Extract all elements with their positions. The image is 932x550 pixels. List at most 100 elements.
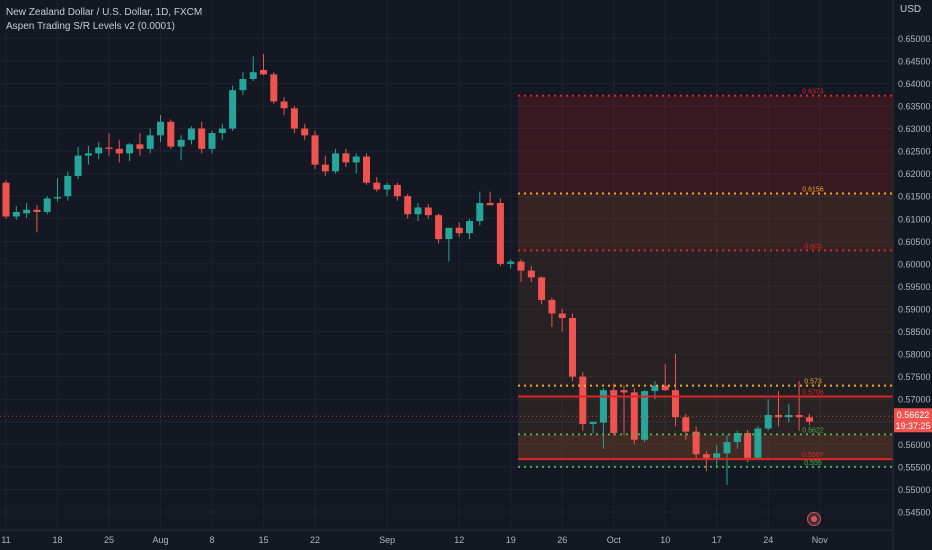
candle-body — [538, 277, 546, 300]
x-tick-label: 26 — [557, 535, 567, 545]
y-tick-label: 0.61000 — [898, 214, 931, 224]
candle-body — [455, 227, 463, 234]
candle-body — [424, 207, 432, 216]
candle-up — [146, 128, 154, 154]
sr-zone — [518, 459, 893, 467]
x-tick-label: 12 — [454, 535, 464, 545]
candle-up — [157, 115, 164, 143]
candle-body — [290, 108, 298, 129]
candle-body — [579, 376, 587, 424]
candle-body — [630, 392, 638, 440]
economic-event-icon[interactable] — [807, 512, 821, 526]
y-tick-label: 0.58500 — [898, 327, 931, 337]
candle-up — [187, 126, 195, 145]
candle-down — [321, 155, 329, 176]
candle-down — [311, 130, 319, 170]
candle-body — [445, 227, 453, 240]
candle-down — [548, 297, 556, 328]
candle-down — [702, 451, 710, 472]
time-axis[interactable]: 11 18 25 Aug 8 15 22 Sep 12 19 26 Oct 10 17 24 Nov — [1, 535, 828, 545]
candle-down — [270, 72, 278, 104]
candle-up — [43, 196, 51, 215]
candle-body — [713, 453, 721, 458]
candle-down — [280, 96, 288, 116]
candle-body — [795, 414, 803, 418]
candle-body — [321, 164, 329, 172]
candle-up — [589, 421, 597, 434]
candle-body — [260, 69, 267, 75]
candle-up — [218, 124, 226, 140]
candle-up — [23, 202, 31, 218]
y-tick-label: 0.60000 — [898, 259, 931, 269]
candle-down — [167, 119, 175, 149]
candle-body — [517, 261, 525, 271]
candle-body — [2, 182, 10, 217]
x-tick-label: 24 — [763, 535, 773, 545]
candle-down — [692, 426, 700, 461]
candle-up — [84, 145, 92, 165]
candle-up — [239, 72, 247, 95]
y-tick-label: 0.62500 — [898, 147, 931, 157]
candle-down — [538, 276, 546, 305]
sr-levels: 0.6373 0.6156 0.603 0.573 0.5706 0.5622 0.5567… — [518, 89, 893, 468]
candle-body — [249, 72, 257, 79]
candle-up — [74, 146, 82, 180]
y-tick-label: 0.63000 — [898, 124, 931, 134]
candle-body — [363, 156, 370, 183]
candle-body — [218, 128, 226, 134]
candle-body — [589, 421, 597, 424]
y-tick-label: 0.63500 — [898, 102, 931, 112]
y-tick-label: 0.56000 — [898, 440, 931, 450]
candle-body — [404, 196, 412, 215]
candle-body — [126, 144, 134, 154]
candle-down — [260, 54, 267, 76]
x-tick-label: Aug — [152, 535, 168, 545]
candle-down — [579, 372, 587, 431]
candle-up — [713, 445, 721, 468]
y-tick-label: 0.58000 — [898, 350, 931, 360]
sr-level-label: 0.6156 — [802, 187, 824, 194]
sr-zone — [518, 396, 893, 435]
candle-body — [641, 391, 649, 440]
last-price-value: 0.56622 — [897, 410, 930, 420]
y-tick-label: 0.65000 — [898, 34, 931, 44]
x-tick-label: 8 — [209, 535, 214, 545]
candle-body — [280, 101, 288, 109]
candle-body — [435, 215, 443, 240]
candle-body — [33, 209, 41, 212]
candle-body — [651, 385, 659, 392]
candle-body — [115, 148, 123, 154]
candle-down — [661, 364, 669, 392]
candle-body — [754, 428, 762, 458]
candle-body — [702, 454, 710, 458]
candle-up — [352, 153, 360, 174]
candle-up — [64, 171, 72, 201]
x-tick-label: 19 — [506, 535, 516, 545]
x-tick-label: Oct — [607, 535, 622, 545]
currency-label[interactable]: USD — [900, 4, 922, 15]
candle-down — [527, 266, 535, 282]
candle-body — [610, 390, 618, 434]
candle-body — [620, 390, 628, 393]
candle-up — [599, 387, 607, 449]
sr-zone — [518, 250, 893, 386]
indicator-title[interactable]: Aspen Trading S/R Levels v2 (0.0001) — [6, 21, 175, 32]
candle-body — [23, 209, 31, 214]
candle-body — [733, 433, 741, 443]
candle-body — [599, 390, 607, 423]
candle-body — [157, 121, 164, 136]
candle-body — [64, 175, 72, 197]
candle-body — [342, 153, 350, 163]
symbol-title[interactable]: New Zealand Dollar / U.S. Dollar, 1D, FX… — [6, 7, 203, 18]
candle-body — [692, 431, 700, 455]
y-tick-label: 0.57500 — [898, 372, 931, 382]
candle-up — [507, 259, 515, 269]
candle-body — [805, 417, 813, 422]
candle-body — [198, 128, 206, 149]
candle-up — [208, 130, 216, 154]
candle-up — [764, 399, 772, 431]
candle-body — [43, 198, 51, 212]
candle-body — [311, 135, 319, 165]
